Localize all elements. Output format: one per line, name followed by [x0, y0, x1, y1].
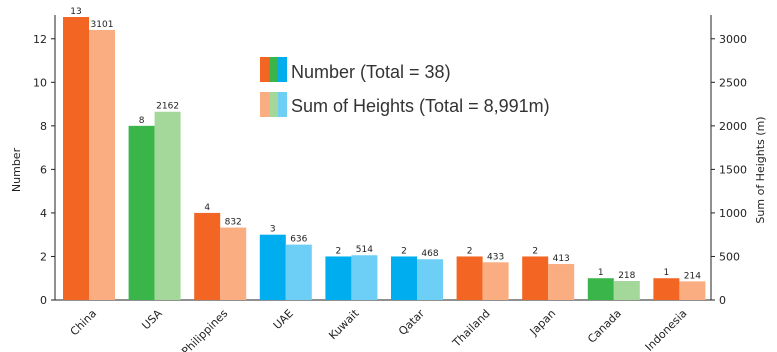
data-label-number-thailand: 2	[467, 246, 473, 256]
data-label-number-indonesia: 1	[664, 268, 670, 278]
left-tick-label: 12	[33, 33, 47, 46]
left-tick-label: 10	[33, 76, 47, 89]
bars: 13 3101 8 2162 4 832 3 636 2 514 2 468 2 433 2 413 1 218 1…	[63, 7, 706, 301]
bar-number-thailand	[456, 256, 483, 300]
data-label-number-china: 13	[70, 7, 81, 17]
left-tick-label: 2	[40, 250, 47, 263]
left-tick-label: 8	[40, 120, 47, 133]
data-label-sum-heights-indonesia: 214	[684, 271, 701, 281]
data-label-number-philippines: 4	[204, 203, 210, 213]
data-label-number-usa: 8	[139, 116, 145, 126]
right-tick-label: 0	[719, 294, 726, 307]
x-tick-label-kuwait: Kuwait	[326, 306, 362, 342]
legend: Number (Total = 38) Sum of Heights (Tota…	[260, 57, 550, 117]
right-tick-label: 1500	[719, 163, 747, 176]
bar-number-indonesia	[653, 278, 680, 300]
right-tick-label: 2000	[719, 120, 747, 133]
bar-sum-heights-canada	[613, 281, 640, 300]
legend-swatch-stripe	[260, 57, 269, 82]
data-label-number-japan: 2	[532, 246, 538, 256]
bar-sum-heights-thailand	[482, 262, 509, 300]
data-label-sum-heights-usa: 2162	[156, 102, 179, 112]
data-label-sum-heights-uae: 636	[290, 235, 307, 245]
left-tick-label: 0	[40, 294, 47, 307]
bar-sum-heights-indonesia	[679, 281, 706, 300]
x-tick-label-indonesia: Indonesia	[643, 307, 690, 352]
right-axis: 0 500 1000 1500 2000 2500 3000	[710, 15, 747, 307]
bar-sum-heights-usa	[154, 111, 181, 301]
legend-swatch-number	[260, 57, 287, 82]
data-label-sum-heights-philippines: 832	[225, 218, 242, 228]
bar-number-japan	[522, 256, 549, 300]
data-label-sum-heights-kuwait: 514	[356, 245, 373, 255]
data-label-number-kuwait: 2	[336, 246, 342, 256]
legend-swatch-stripe	[278, 92, 287, 117]
bar-number-uae	[259, 234, 286, 300]
data-label-number-qatar: 2	[401, 246, 407, 256]
legend-swatch-stripe	[260, 92, 269, 117]
bar-number-china	[63, 17, 89, 300]
bar-number-qatar	[391, 256, 417, 300]
data-label-sum-heights-canada: 218	[618, 271, 635, 281]
x-tick-label-qatar: Qatar	[396, 307, 427, 338]
x-tick-label-usa: USA	[139, 307, 165, 333]
data-label-number-canada: 1	[598, 268, 604, 278]
x-tick-label-japan: Japan	[527, 307, 559, 339]
bar-sum-heights-uae	[285, 244, 312, 300]
legend-swatch-stripe	[269, 92, 278, 117]
legend-swatch-sum-heights	[260, 92, 287, 117]
x-tick-label-uae: UAE	[271, 307, 296, 332]
bar-number-usa	[128, 125, 155, 300]
left-tick-label: 6	[40, 163, 47, 176]
legend-label-number: Number (Total = 38)	[291, 62, 451, 82]
bar-sum-heights-china	[89, 29, 115, 301]
data-label-sum-heights-thailand: 433	[487, 252, 504, 262]
legend-swatch-stripe	[269, 57, 278, 82]
bar-number-philippines	[194, 212, 221, 300]
x-tick-label-thailand: Thailand	[449, 307, 492, 350]
legend-label-sum-heights: Sum of Heights (Total = 8,991m)	[291, 96, 550, 116]
bar-number-kuwait	[325, 256, 352, 300]
bar-sum-heights-qatar	[417, 259, 443, 300]
right-tick-label: 2500	[719, 76, 747, 89]
right-axis-title: Sum of Heights (m)	[754, 116, 767, 223]
right-tick-label: 3000	[719, 33, 747, 46]
data-label-sum-heights-china: 3101	[91, 20, 114, 30]
left-axis-title: Number	[10, 147, 23, 192]
right-tick-label: 1000	[719, 207, 747, 220]
data-label-sum-heights-qatar: 468	[421, 249, 438, 259]
x-tick-label-canada: Canada	[585, 307, 624, 346]
x-tick-label-china: China	[68, 307, 99, 338]
legend-swatch-stripe	[278, 57, 287, 82]
bar-sum-heights-japan	[548, 264, 575, 300]
data-label-sum-heights-japan: 413	[553, 254, 570, 264]
data-label-number-uae: 3	[270, 225, 276, 235]
x-tick-label-philippines: Philippines	[179, 307, 230, 352]
bar-sum-heights-kuwait	[351, 255, 378, 300]
bar-sum-heights-philippines	[220, 227, 247, 300]
right-tick-label: 500	[719, 250, 740, 263]
x-tick-labels: China USA Philippines UAE Kuwait Qatar Thailan…	[68, 306, 690, 352]
left-tick-label: 4	[40, 207, 47, 220]
bar-number-canada	[587, 278, 614, 300]
